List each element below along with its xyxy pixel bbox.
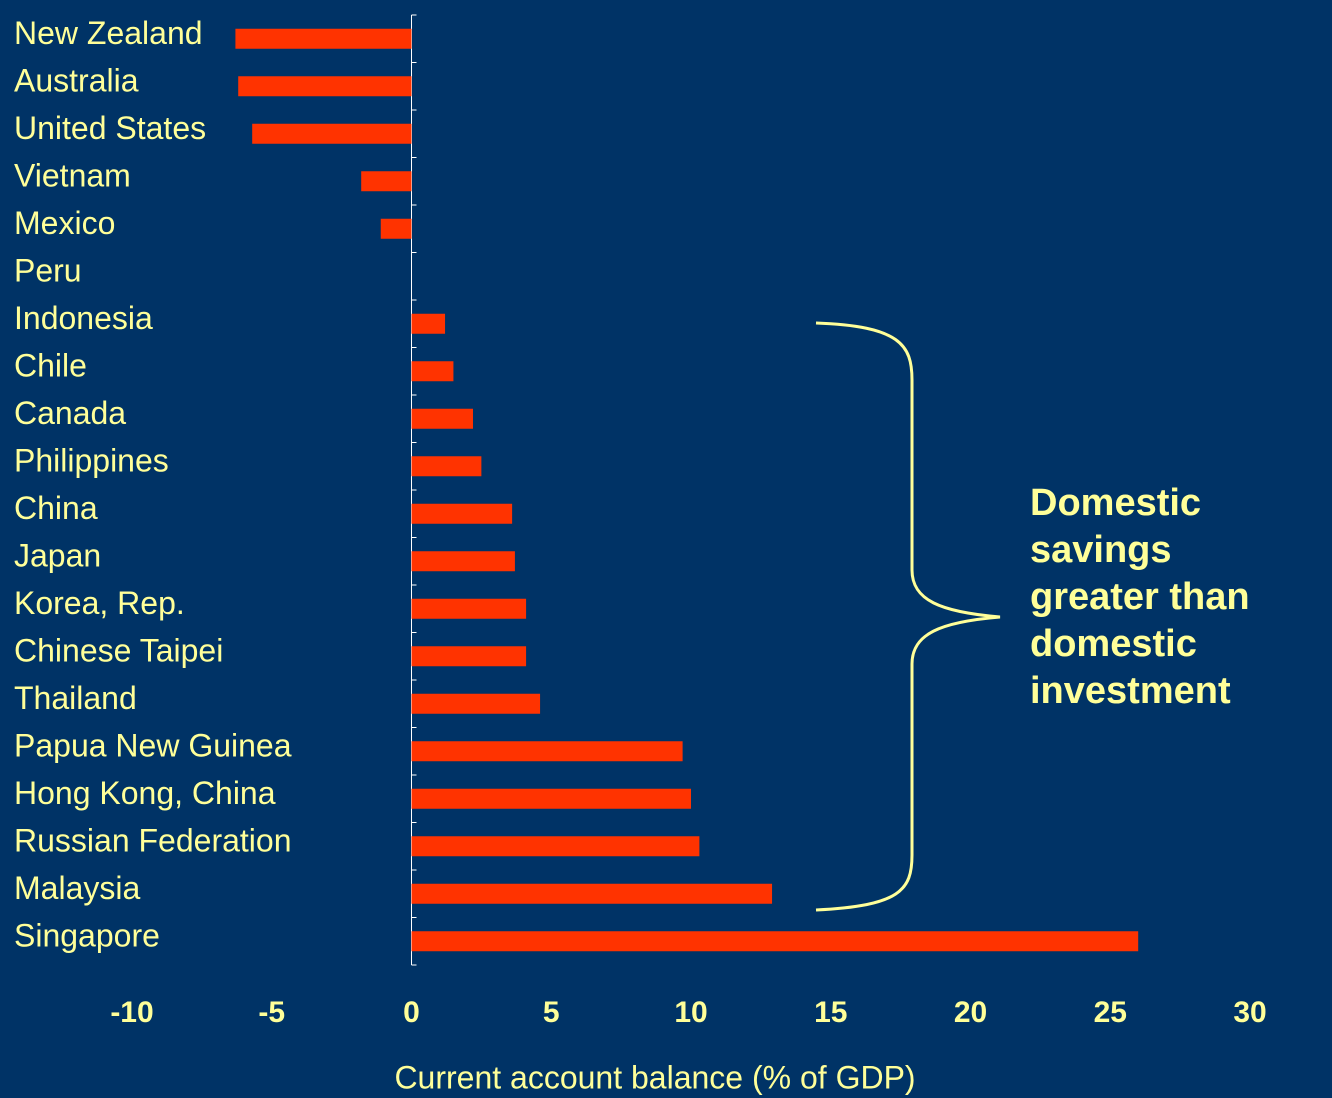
bar xyxy=(411,741,683,762)
x-tick-label: 10 xyxy=(674,996,707,1029)
bar xyxy=(235,28,412,49)
bar xyxy=(380,218,412,239)
bar xyxy=(411,551,515,572)
x-tick-label: 5 xyxy=(543,996,560,1029)
bar xyxy=(411,503,513,524)
bar xyxy=(411,456,482,477)
bar xyxy=(411,883,773,904)
x-tick-label: 25 xyxy=(1094,996,1127,1029)
bar xyxy=(411,598,527,619)
category-label: Papua New Guinea xyxy=(14,728,292,764)
category-label: Korea, Rep. xyxy=(14,585,185,621)
category-label: China xyxy=(14,490,98,526)
bar xyxy=(361,171,412,192)
category-label: Philippines xyxy=(14,443,169,479)
category-label: Japan xyxy=(14,538,101,574)
category-label: Peru xyxy=(14,253,82,289)
annotation: greater than xyxy=(1030,576,1250,618)
bar xyxy=(411,836,700,857)
x-tick-label: 0 xyxy=(403,996,420,1029)
bar xyxy=(411,361,454,382)
category-label: Indonesia xyxy=(14,300,153,336)
x-tick-label: -10 xyxy=(110,996,153,1029)
x-tick-label: 20 xyxy=(954,996,987,1029)
category-label: Russian Federation xyxy=(14,823,291,859)
bar xyxy=(411,931,1139,952)
brace xyxy=(815,321,1001,912)
bar xyxy=(411,408,473,429)
category-label: Hong Kong, China xyxy=(14,775,276,811)
category-label: Chile xyxy=(14,348,87,384)
x-tick-label: -5 xyxy=(258,996,285,1029)
x-tick-label: 30 xyxy=(1233,996,1266,1029)
x-tick-label: 15 xyxy=(814,996,847,1029)
bar xyxy=(411,693,541,714)
annotation: savings xyxy=(1030,529,1172,571)
category-label: United States xyxy=(14,110,206,146)
category-label: New Zealand xyxy=(14,15,203,51)
category-label: Malaysia xyxy=(14,870,140,906)
category-label: Singapore xyxy=(14,918,160,954)
annotation: investment xyxy=(1030,670,1231,712)
category-label: Chinese Taipei xyxy=(14,633,223,669)
bar xyxy=(411,646,527,667)
bar xyxy=(238,76,412,97)
category-label: Thailand xyxy=(14,680,137,716)
x-axis-label: Current account balance (% of GDP) xyxy=(394,1059,915,1095)
category-label: Canada xyxy=(14,395,126,431)
bar xyxy=(411,313,446,334)
bar xyxy=(411,788,691,809)
category-label: Mexico xyxy=(14,205,115,241)
category-label: Australia xyxy=(14,63,139,99)
annotation: Domestic xyxy=(1030,482,1201,524)
category-label: Vietnam xyxy=(14,158,131,194)
annotation: domestic xyxy=(1030,623,1197,665)
bar xyxy=(252,123,412,144)
